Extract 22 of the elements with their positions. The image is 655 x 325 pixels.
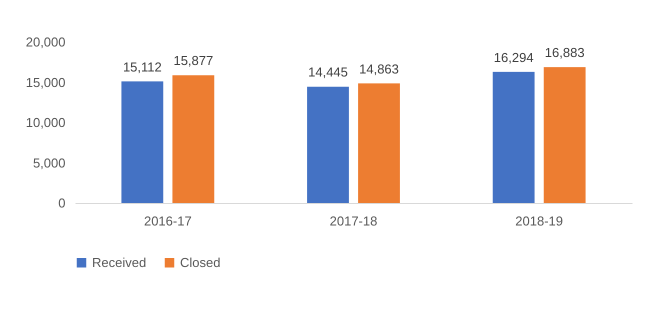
bar [121, 81, 164, 203]
x-tick-label: 2016-17 [144, 214, 192, 228]
bar [358, 83, 400, 203]
data-label: 14,445 [308, 64, 348, 80]
x-tick-label: 2018-19 [515, 214, 564, 228]
bar [492, 72, 535, 203]
data-label: 15,877 [173, 53, 214, 68]
y-tick-label: 20,000 [26, 34, 66, 50]
y-tick-label: 15,000 [26, 74, 66, 90]
bar [307, 86, 349, 203]
y-tick-label: 10,000 [26, 115, 66, 130]
data-label: 14,863 [359, 61, 399, 76]
y-tick-label: 5,000 [32, 155, 66, 170]
data-label: 16,294 [494, 50, 534, 65]
data-label: 16,883 [544, 45, 585, 60]
bar [172, 75, 214, 203]
legend-label: Closed [180, 254, 220, 270]
data-label: 15,112 [122, 59, 162, 74]
bar [544, 67, 586, 203]
legend-label: Received [92, 254, 146, 270]
y-tick-label: 0 [58, 196, 66, 210]
x-tick-label: 2017-18 [330, 214, 378, 228]
